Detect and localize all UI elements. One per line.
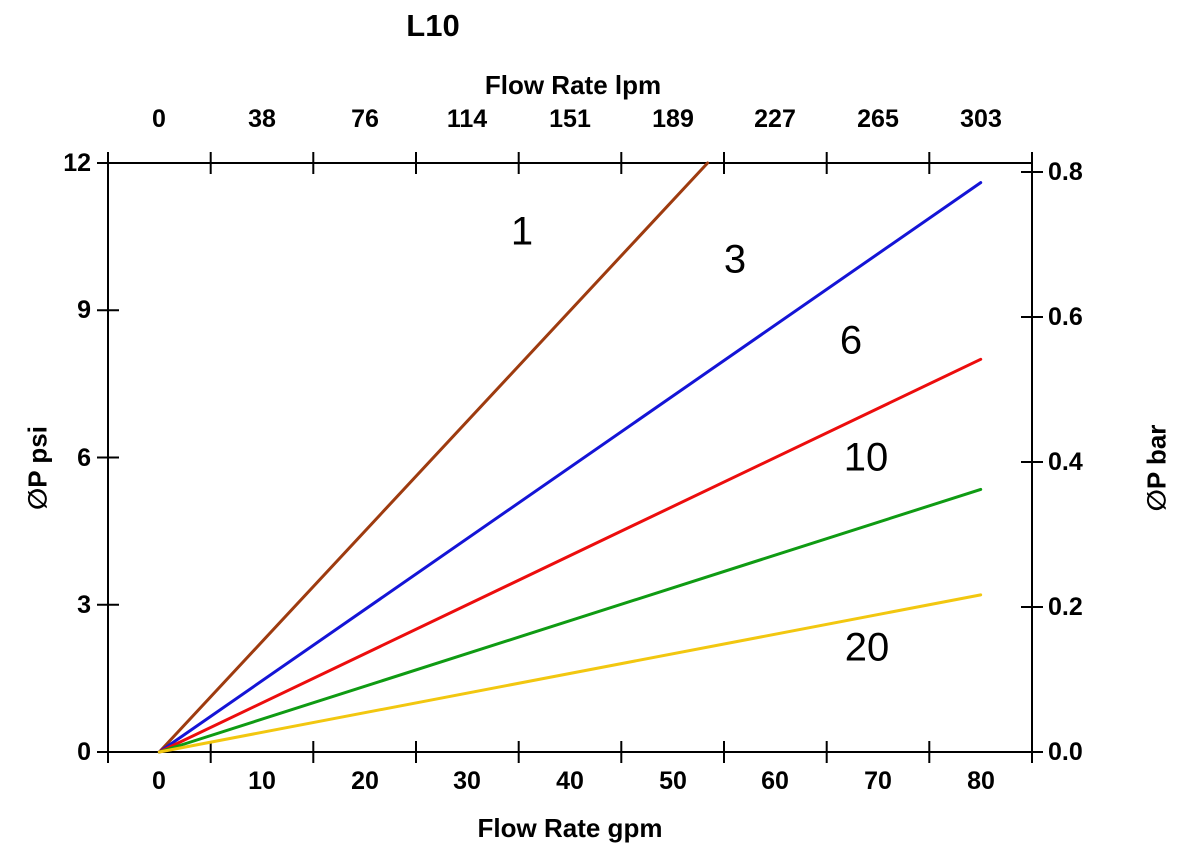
left-tick-label: 0 — [77, 738, 91, 766]
series-line-6 — [157, 357, 983, 754]
bottom-axis-title: Flow Rate gpm — [477, 813, 663, 843]
bottom-tick-label: 70 — [864, 767, 892, 795]
top-tick-label: 227 — [754, 105, 796, 133]
top-tick-label: 151 — [549, 105, 591, 133]
bottom-tick-label: 10 — [248, 767, 276, 795]
left-tick-label: 6 — [77, 444, 91, 472]
series-label-1: 1 — [510, 209, 534, 254]
right-tick-label: 0.2 — [1048, 593, 1083, 621]
top-tick-label: 38 — [248, 105, 276, 133]
series-label-3: 3 — [723, 237, 747, 282]
series-line-1 — [157, 161, 710, 754]
bottom-tick-label: 80 — [967, 767, 995, 795]
left-tick-label: 3 — [77, 591, 91, 619]
chart-title: L10 — [406, 8, 460, 43]
series-line-20 — [157, 593, 983, 754]
series-label-6: 6 — [839, 318, 863, 363]
bottom-tick-label: 20 — [351, 767, 379, 795]
top-tick-label: 265 — [857, 105, 899, 133]
top-tick-label: 76 — [351, 105, 379, 133]
top-tick-label: 189 — [652, 105, 694, 133]
bottom-tick-label: 30 — [453, 767, 481, 795]
top-axis-title: Flow Rate lpm — [484, 70, 662, 100]
left-tick-label: 9 — [77, 296, 91, 324]
left-tick-label: 12 — [63, 149, 91, 177]
top-tick-label: 303 — [960, 105, 1002, 133]
right-tick-label: 0.4 — [1048, 448, 1083, 476]
series-line-3 — [157, 181, 983, 754]
series-line-10 — [157, 487, 983, 754]
right-tick-label: 0.8 — [1048, 158, 1083, 186]
axis-frame — [107, 162, 1033, 753]
bottom-tick-label: 50 — [659, 767, 687, 795]
bottom-tick-label: 0 — [152, 767, 166, 795]
top-tick-label: 0 — [152, 105, 166, 133]
series-label-10: 10 — [843, 435, 889, 480]
right-tick-label: 0.0 — [1048, 738, 1083, 766]
series-label-20: 20 — [844, 625, 890, 670]
bottom-tick-label: 60 — [761, 767, 789, 795]
bottom-tick-label: 40 — [556, 767, 584, 795]
top-tick-label: 114 — [446, 105, 488, 133]
right-tick-label: 0.6 — [1048, 303, 1083, 331]
